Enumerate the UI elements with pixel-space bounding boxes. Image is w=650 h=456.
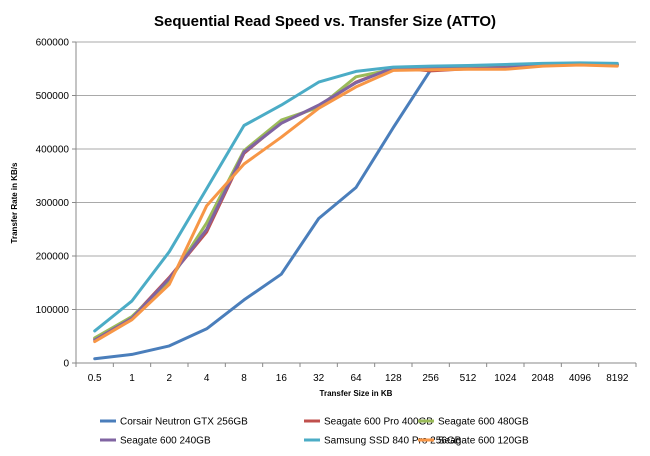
series-lines: [93, 61, 619, 361]
legend-item: Seagate 600 480GB: [418, 417, 529, 428]
legend-label: Corsair Neutron GTX 256GB: [120, 417, 248, 428]
x-tick-label: 64: [350, 373, 362, 384]
y-axis-title: Transfer Rate in KB/s: [10, 162, 19, 243]
series-line: [93, 61, 619, 341]
x-tick-label: 1024: [494, 373, 517, 384]
x-tick-label: 8192: [606, 373, 629, 384]
series-line: [93, 61, 619, 333]
y-tick-label: 500000: [36, 91, 70, 102]
series-line: [93, 63, 619, 344]
y-axis-tick-labels: 0 100000 200000 300000 400000 500000 600000: [36, 38, 70, 370]
series-line: [93, 62, 619, 340]
y-tick-label: 200000: [36, 252, 70, 263]
series-line: [93, 63, 619, 361]
legend-label: Samsung SSD 840 Pro 256GB: [324, 436, 462, 447]
x-tick-label: 16: [276, 373, 288, 384]
y-tick-label: 0: [63, 359, 69, 370]
gridlines: [72, 41, 636, 364]
x-tick-label: 2048: [532, 373, 555, 384]
x-tick-label: 0.5: [88, 373, 102, 384]
legend-label: Seagate 600 Pro 400GB: [324, 417, 433, 428]
y-tick-label: 300000: [36, 198, 70, 209]
x-tick-label: 2: [167, 373, 173, 384]
x-tick-label: 256: [422, 373, 439, 384]
legend-item: Seagate 600 120GB: [418, 436, 529, 447]
x-tick-label: 4: [204, 373, 210, 384]
x-tick-label: 1: [129, 373, 135, 384]
legend-item: Seagate 600 240GB: [100, 436, 211, 447]
x-axis-tick-labels: 0.5 1 2 4 8 16 32 64 128 256 512 1024 2048 4096 8192: [75, 363, 637, 384]
x-axis-title: Transfer Size in KB: [320, 389, 393, 398]
x-tick-label: 32: [313, 373, 325, 384]
y-tick-label: 600000: [36, 38, 70, 49]
x-tick-label: 4096: [569, 373, 592, 384]
x-tick-label: 8: [241, 373, 247, 384]
y-tick-label: 100000: [36, 305, 70, 316]
legend: Corsair Neutron GTX 256GB Seagate 600 Pro…: [100, 417, 529, 447]
legend-item: Samsung SSD 840 Pro 256GB: [304, 436, 462, 447]
legend-label: Seagate 600 120GB: [438, 436, 529, 447]
legend-item: Seagate 600 Pro 400GB: [304, 417, 433, 428]
legend-label: Seagate 600 240GB: [120, 436, 211, 447]
y-tick-label: 400000: [36, 145, 70, 156]
x-tick-label: 128: [385, 373, 402, 384]
chart-title: Sequential Read Speed vs. Transfer Size …: [154, 13, 496, 30]
x-tick-label: 512: [460, 373, 477, 384]
legend-label: Seagate 600 480GB: [438, 417, 529, 428]
legend-item: Corsair Neutron GTX 256GB: [100, 417, 248, 428]
